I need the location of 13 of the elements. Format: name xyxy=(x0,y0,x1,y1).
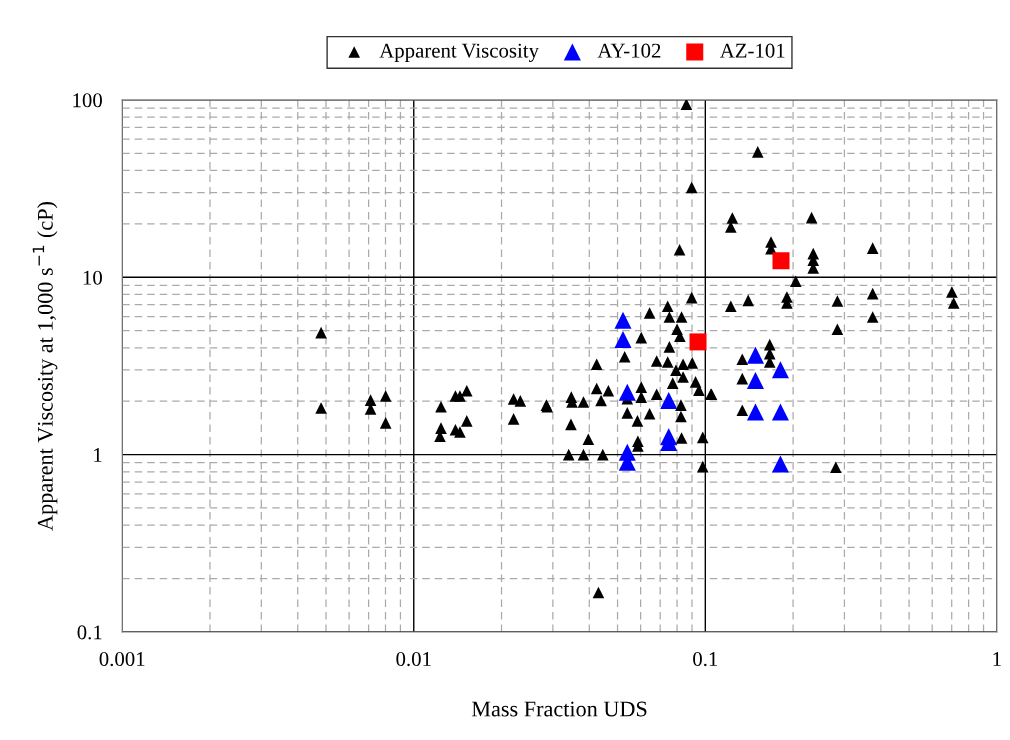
x-axis-title: Mass Fraction UDS xyxy=(471,701,647,717)
x-tick-label: 0.001 xyxy=(99,652,145,667)
x-tick-label: 1 xyxy=(993,652,1001,666)
y-axis-title: Apparent Viscosity at 1,000 s$^{−1}$ (cP) xyxy=(32,202,58,531)
x-tick-label: 0.01 xyxy=(396,652,431,667)
x-tick-label: 0.1 xyxy=(693,652,718,667)
y-tick-label: 100 xyxy=(73,93,102,108)
y-tick-label: 1 xyxy=(94,448,102,462)
y-tick-label: 0.1 xyxy=(77,625,102,640)
legend-label: Apparent Viscosity xyxy=(379,43,539,62)
legend-label: AZ-101 xyxy=(719,43,785,58)
legend-label: AY-102 xyxy=(597,43,661,58)
y-tick-label: 10 xyxy=(83,270,102,285)
